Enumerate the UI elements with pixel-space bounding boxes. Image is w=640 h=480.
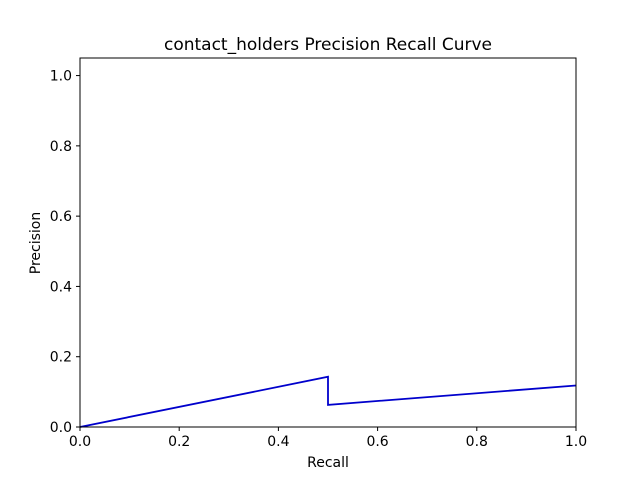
- x-tick-label: 0.4: [267, 434, 289, 450]
- x-axis-title: Recall: [307, 455, 349, 471]
- x-tick-label: 0.6: [366, 434, 388, 450]
- series-line-0: [79, 375, 577, 428]
- x-tick-label: 0.0: [69, 434, 91, 450]
- y-tick-label: 0.6: [50, 209, 72, 225]
- y-tick-label: 0.4: [50, 279, 72, 295]
- x-tick-label: 1.0: [565, 434, 587, 450]
- y-tick-label: 0.2: [50, 350, 72, 366]
- y-tick-label: 1.0: [50, 69, 72, 85]
- plot-area: [80, 58, 576, 427]
- x-axis: 0.0 0.2 0.4 0.6 0.8 1.0: [69, 427, 587, 450]
- series-layer: [79, 375, 577, 428]
- x-tick-label: 0.8: [466, 434, 488, 450]
- y-axis-title: Precision: [28, 212, 44, 274]
- y-axis: 0.0 0.2 0.4 0.6 0.8 1.0: [50, 69, 80, 436]
- y-tick-label: 0.0: [50, 420, 72, 436]
- y-tick-label: 0.8: [50, 139, 72, 155]
- plot-frame: [79, 57, 577, 428]
- chart-title: contact_holders Precision Recall Curve: [164, 35, 492, 55]
- x-tick-label: 0.2: [168, 434, 190, 450]
